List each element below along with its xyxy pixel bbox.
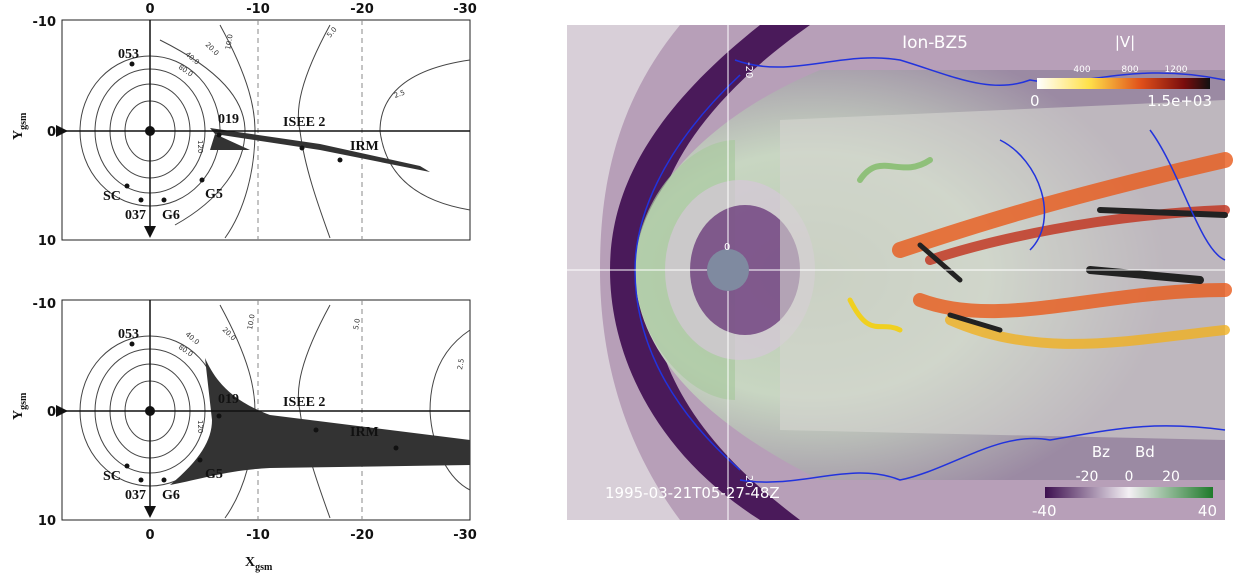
sat-label: 019 <box>218 112 239 127</box>
x-tick: 0 <box>145 2 154 17</box>
sat-label: ISEE 2 <box>283 115 325 130</box>
colorbar-speed <box>1037 78 1210 89</box>
sat-label: G6 <box>162 208 180 223</box>
simulation-panel: Ion-BZ5 1995-03-21T05-27-48Z -20 0 20 |V… <box>567 25 1225 520</box>
contour-label: 10.0 <box>246 314 257 331</box>
colorbar-tick: 0 <box>1125 469 1134 485</box>
sat-label: IRM <box>350 139 379 154</box>
colorbar-min: 0 <box>1030 92 1040 110</box>
earth <box>145 406 155 416</box>
sat-label: 019 <box>218 392 239 407</box>
x-tick: 0 <box>145 528 154 543</box>
y-tick: 0 <box>47 125 56 140</box>
sat-label: 053 <box>118 327 139 342</box>
colorbar-tick: 800 <box>1121 65 1138 75</box>
sat-label: IRM <box>350 425 379 440</box>
colorbar-field <box>1045 487 1213 498</box>
colorbar-max: 1.5e+03 <box>1147 92 1212 110</box>
axis-label: 0 <box>724 242 730 253</box>
colorbar-max: 40 <box>1198 502 1217 520</box>
x-tick: -30 <box>453 528 477 543</box>
y-tick: 10 <box>38 514 56 529</box>
sat-label: SC <box>103 189 121 204</box>
page: 0 -10 -20 -30 -10 0 10 Ygsm 40.0 20.0 80… <box>0 0 1233 575</box>
sat-label: 037 <box>125 208 146 223</box>
x-tick: -20 <box>350 528 374 543</box>
sat-label: ISEE 2 <box>283 395 325 410</box>
panel-bottom: 0 -10 -20 -30 -10 0 10 Ygsm Xgsm 40.0 20… <box>11 297 477 573</box>
y-tick: 0 <box>47 405 56 420</box>
contour-label: 2.5 <box>393 89 406 100</box>
contour-label: 40.0 <box>184 50 201 66</box>
x-tick: -30 <box>453 2 477 17</box>
sim-title: Ion-BZ5 <box>902 33 968 53</box>
contour-label: 120 <box>196 140 204 153</box>
y-tick: -10 <box>33 15 57 30</box>
colorbar-min: -40 <box>1032 502 1057 520</box>
colorbar-label: Bd <box>1135 443 1155 461</box>
panel-top: 0 -10 -20 -30 -10 0 10 Ygsm 40.0 20.0 80… <box>11 2 477 249</box>
sat-label: G6 <box>162 488 180 503</box>
x-tick: -20 <box>350 2 374 17</box>
contour-label: 120 <box>196 420 204 433</box>
earth <box>707 249 749 291</box>
colorbar-tick: 1200 <box>1165 65 1188 75</box>
colorbar-tick: 400 <box>1073 65 1090 75</box>
tail <box>170 358 470 485</box>
sat-label: SC <box>103 469 121 484</box>
colorbar-tick: 20 <box>1162 469 1180 485</box>
colorbar-tick: -20 <box>1076 469 1099 485</box>
axis-label: 20 <box>743 475 754 488</box>
contour-label: 10.0 <box>224 34 235 51</box>
x-label: Xgsm <box>245 555 273 573</box>
contour-label: 20.0 <box>221 326 238 343</box>
contour-label: 80.0 <box>177 343 194 358</box>
contour-label: 2.5 <box>456 358 466 370</box>
axis-label: -20 <box>743 62 754 78</box>
sat-label: G5 <box>205 467 223 482</box>
y-tick: 10 <box>38 234 56 249</box>
y-label: Ygsm <box>11 392 29 420</box>
contour-label: 5.0 <box>352 318 362 330</box>
y-label: Ygsm <box>11 112 29 140</box>
figure: 0 -10 -20 -30 -10 0 10 Ygsm 40.0 20.0 80… <box>0 0 1233 575</box>
sat-label: 037 <box>125 488 146 503</box>
x-tick: -10 <box>246 528 270 543</box>
y-tick: -10 <box>33 297 57 312</box>
x-tick: -10 <box>246 2 270 17</box>
contour-label: 20.0 <box>204 41 221 58</box>
contour-label: 80.0 <box>177 63 194 78</box>
earth <box>145 126 155 136</box>
tail <box>210 128 430 172</box>
contour-label: 5.0 <box>325 26 338 40</box>
contour-label: 40.0 <box>184 330 201 346</box>
sat-label: 053 <box>118 47 139 62</box>
colorbar-label: Bz <box>1092 443 1110 461</box>
colorbar-label: |V| <box>1115 33 1135 51</box>
sat-label: G5 <box>205 187 223 202</box>
